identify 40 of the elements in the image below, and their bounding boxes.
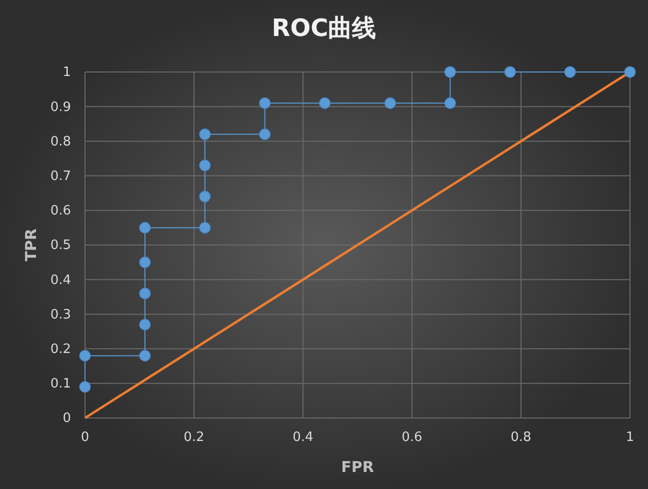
- point: [199, 128, 211, 140]
- y-tick-label: 0.7: [50, 168, 71, 184]
- point: [624, 66, 636, 78]
- x-tick-label: 0: [80, 430, 90, 446]
- point: [139, 256, 151, 268]
- point: [259, 97, 271, 109]
- point: [139, 350, 151, 362]
- point: [79, 381, 91, 393]
- y-tick-label: 0: [62, 411, 71, 426]
- y-tick-label: 0.3: [50, 307, 71, 322]
- y-tick-label: 0.4: [50, 272, 71, 288]
- x-tick-label: 0.6: [402, 430, 422, 446]
- point: [199, 160, 211, 172]
- point: [319, 97, 331, 109]
- x-tick-label: 0.4: [292, 430, 314, 446]
- x-tick-label: 0.8: [510, 430, 532, 446]
- point: [444, 66, 456, 78]
- chart-title: ROC曲线: [272, 14, 376, 42]
- point: [504, 66, 516, 78]
- x-tick-label: 0.2: [184, 430, 204, 446]
- y-axis-title: TPR: [22, 228, 40, 262]
- point: [139, 222, 151, 234]
- point: [199, 190, 211, 202]
- point: [199, 222, 211, 234]
- point: [444, 97, 456, 109]
- point: [259, 128, 271, 140]
- y-tick-label: 1: [62, 65, 71, 80]
- y-tick-label: 0.2: [50, 342, 71, 357]
- x-axis-title: FPR: [341, 458, 374, 476]
- point: [384, 97, 396, 109]
- y-tick-label: 0.9: [50, 100, 71, 115]
- point: [79, 350, 91, 362]
- point: [139, 318, 151, 330]
- y-tick-label: 0.5: [50, 238, 71, 254]
- y-tick-label: 0.8: [50, 134, 71, 150]
- y-tick-label: 0.1: [50, 376, 71, 392]
- x-tick-label: 1: [626, 430, 634, 446]
- y-tick-label: 0.6: [50, 204, 71, 219]
- point: [139, 288, 151, 300]
- point: [564, 66, 576, 78]
